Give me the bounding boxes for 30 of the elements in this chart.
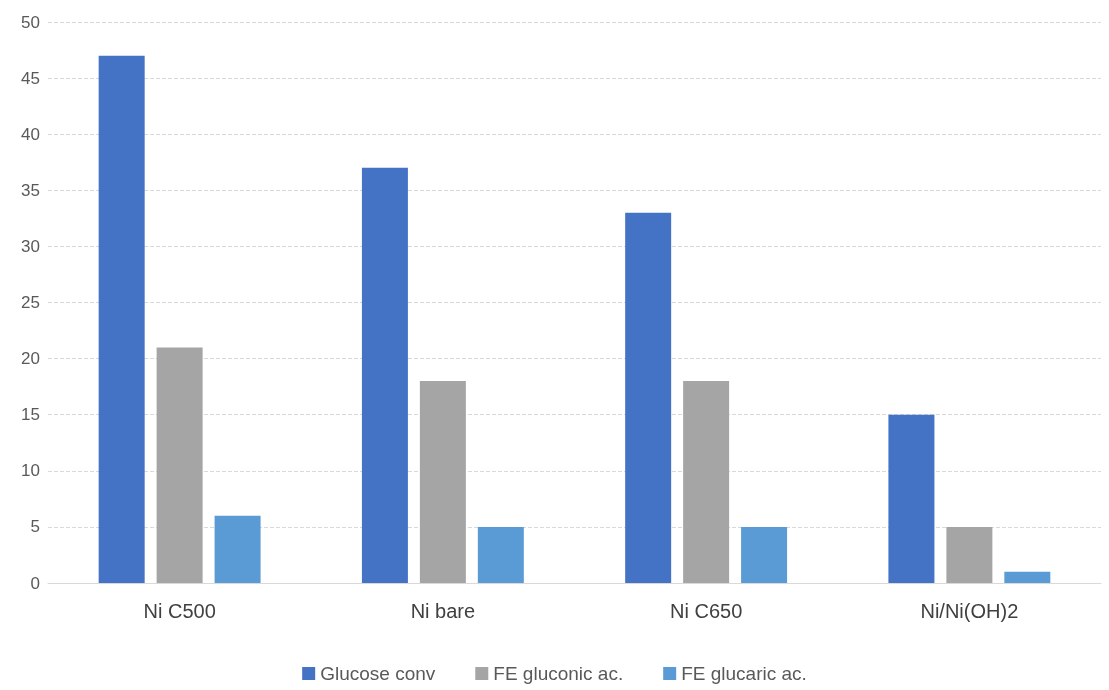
bar [156,347,203,583]
y-tick-label: 30 [21,236,40,256]
bar [1004,571,1051,583]
y-tick-label: 5 [30,517,40,537]
x-tick-label: Ni/Ni(OH)2 [920,600,1019,622]
y-tick-label: 50 [21,12,40,32]
bar [946,526,993,583]
bar [888,414,935,583]
y-tick-label: 15 [21,405,40,425]
y-tick-label: 40 [21,124,40,144]
bar [361,167,408,583]
y-tick-label: 45 [21,68,40,88]
y-tick-label: 25 [21,293,40,312]
x-tick-label: Ni C500 [143,600,216,622]
bar [741,526,788,583]
x-tick-label: Ni C650 [669,600,743,622]
legend-label: Glucose conv [320,663,436,684]
y-tick-label: 0 [30,573,40,593]
bar [625,212,672,583]
bar [477,526,524,583]
bar [214,515,261,583]
y-tick-label: 10 [21,461,40,481]
legend-label: FE glucaric ac. [681,663,807,684]
x-tick-label: Ni bare [410,600,476,622]
bar [419,381,466,583]
bar [98,55,145,583]
bar [683,381,730,583]
legend-label: FE gluconic ac. [493,663,624,684]
y-tick-label: 20 [21,349,40,369]
y-tick-label: 35 [21,180,40,200]
